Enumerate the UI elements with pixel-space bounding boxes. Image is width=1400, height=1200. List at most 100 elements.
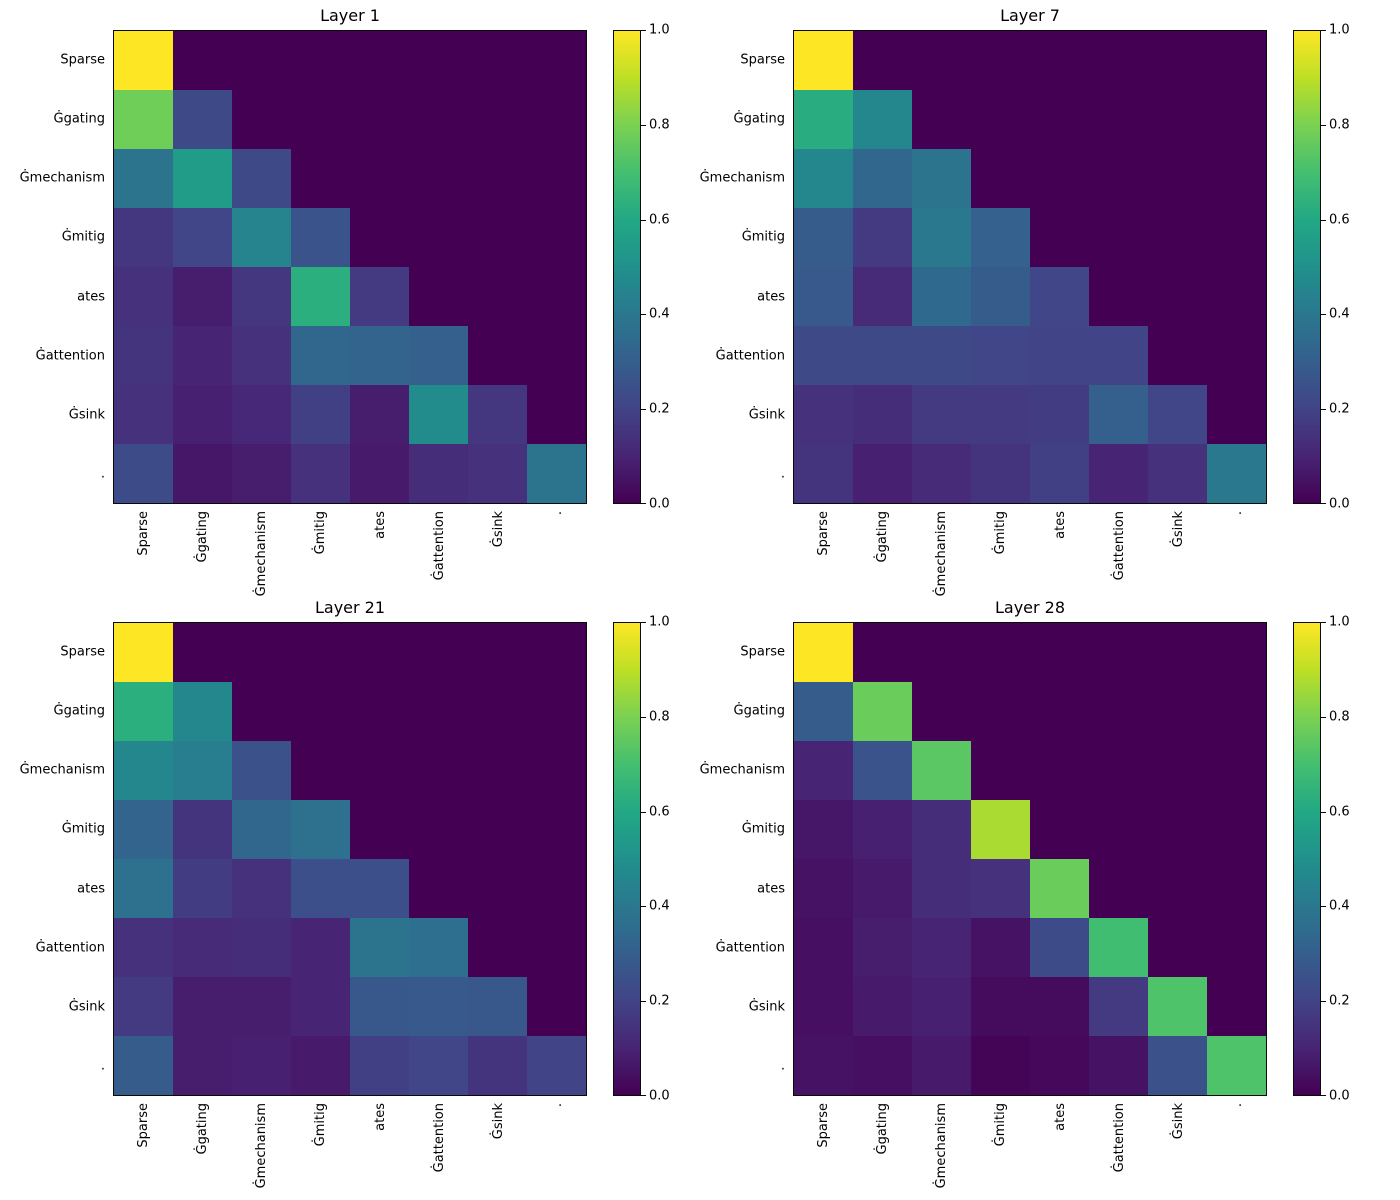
- heatmap-cell: [173, 267, 232, 326]
- colorbar-tick: [641, 314, 646, 316]
- colorbar-tick-label: 1.0: [649, 22, 670, 38]
- heatmap-cell: [912, 682, 971, 741]
- heatmap-cell: [853, 623, 912, 682]
- heatmap-cell: [173, 385, 232, 444]
- heatmap-cell: [853, 31, 912, 90]
- colorbar-tick: [1321, 124, 1326, 126]
- heatmap-cell: [912, 1036, 971, 1095]
- y-tick-label: Ġmechanism: [19, 170, 105, 186]
- heatmap-cell: [350, 90, 409, 149]
- heatmap-cell: [1148, 977, 1207, 1036]
- heatmap-cell: [232, 918, 291, 977]
- heatmap-cell: [468, 267, 527, 326]
- y-tick-label: Sparse: [740, 644, 785, 660]
- heatmap-cell: [853, 859, 912, 918]
- heatmap-cell: [1207, 977, 1266, 1036]
- colorbar-tick-label: 0.6: [649, 804, 670, 820]
- y-tick-label: Ġgating: [53, 703, 106, 719]
- x-tick-label: Sparse: [135, 511, 151, 556]
- heatmap-cell: [291, 682, 350, 741]
- heatmap-cell: [291, 149, 350, 208]
- heatmap-cell: [409, 741, 468, 800]
- y-tick-label: Ġmechanism: [699, 762, 785, 778]
- heatmap-cell: [1148, 1036, 1207, 1095]
- heatmap-cell: [1207, 741, 1266, 800]
- y-tick-label: Ġmitig: [741, 821, 785, 837]
- heatmap-cell: [971, 800, 1030, 859]
- heatmap-cell: [350, 859, 409, 918]
- heatmap-cell: [853, 149, 912, 208]
- heatmap-cell: [971, 267, 1030, 326]
- colorbar-tick-label: 0.4: [1329, 306, 1350, 322]
- heatmap-cell: [114, 859, 173, 918]
- y-tick-label: ates: [77, 289, 105, 305]
- heatmap-cell: [1207, 31, 1266, 90]
- heatmap-cell: [468, 31, 527, 90]
- heatmap-cell: [527, 623, 586, 682]
- heatmap-cell: [468, 149, 527, 208]
- y-tick-label: Sparse: [60, 644, 105, 660]
- heatmap-cell: [794, 326, 853, 385]
- heatmap-cell: [409, 977, 468, 1036]
- heatmap-cell: [468, 741, 527, 800]
- heatmap-cell: [114, 918, 173, 977]
- heatmap-cell: [173, 623, 232, 682]
- heatmap-cell: [912, 90, 971, 149]
- heatmap-cell: [527, 267, 586, 326]
- colorbar-tick-label: 0.8: [1329, 709, 1350, 725]
- heatmap-cell: [468, 859, 527, 918]
- heatmap-cell: [350, 800, 409, 859]
- heatmap-cell: [291, 444, 350, 503]
- heatmap-cell: [1030, 444, 1089, 503]
- heatmap-cell: [1207, 623, 1266, 682]
- heatmap-grid: [793, 30, 1267, 504]
- colorbar-tick: [641, 716, 646, 718]
- heatmap-cell: [1089, 149, 1148, 208]
- heatmap-cell: [1089, 326, 1148, 385]
- y-tick-label: Ġsink: [68, 407, 105, 423]
- heatmap-cell: [971, 1036, 1030, 1095]
- heatmap-cell: [1030, 208, 1089, 267]
- heatmap-cell: [1148, 741, 1207, 800]
- colorbar: [1293, 622, 1321, 1096]
- colorbar-tick: [641, 906, 646, 908]
- heatmap-cell: [232, 977, 291, 1036]
- heatmap-cell: [468, 1036, 527, 1095]
- colorbar-tick: [1321, 1001, 1326, 1003]
- heatmap-cell: [1030, 623, 1089, 682]
- heatmap-cell: [350, 31, 409, 90]
- heatmap-cell: [1148, 31, 1207, 90]
- heatmap-cell: [912, 385, 971, 444]
- heatmap-cell: [350, 267, 409, 326]
- heatmap-cell: [853, 682, 912, 741]
- colorbar-tick-label: 0.4: [649, 898, 670, 914]
- heatmap-grid: [793, 622, 1267, 1096]
- heatmap-cell: [114, 149, 173, 208]
- colorbar-tick-label: 0.8: [649, 117, 670, 133]
- heatmap-cell: [794, 741, 853, 800]
- heatmap-cell: [1089, 623, 1148, 682]
- heatmap-cell: [1089, 977, 1148, 1036]
- x-tick-label: Sparse: [815, 1103, 831, 1148]
- heatmap-cell: [527, 31, 586, 90]
- heatmap-cell: [350, 149, 409, 208]
- heatmap-cell: [794, 977, 853, 1036]
- heatmap-cell: [1207, 267, 1266, 326]
- heatmap-cell: [409, 149, 468, 208]
- heatmap-cell: [794, 385, 853, 444]
- heatmap-cell: [232, 859, 291, 918]
- x-tick-label: .: [1230, 511, 1246, 516]
- heatmap-cell: [173, 90, 232, 149]
- heatmap-cell: [350, 682, 409, 741]
- x-tick-label: Ġgating: [874, 1103, 890, 1155]
- heatmap-cell: [853, 741, 912, 800]
- heatmap-cell: [1030, 90, 1089, 149]
- heatmap-cell: [794, 918, 853, 977]
- colorbar-tick-label: 0.4: [1329, 898, 1350, 914]
- heatmap-cell: [468, 977, 527, 1036]
- y-tick-label: Ġgating: [733, 703, 786, 719]
- y-tick-label: .: [780, 1058, 785, 1074]
- colorbar-tick-label: 0.0: [1329, 1088, 1350, 1104]
- heatmap-cell: [291, 741, 350, 800]
- panel-title: Layer 1: [320, 6, 380, 25]
